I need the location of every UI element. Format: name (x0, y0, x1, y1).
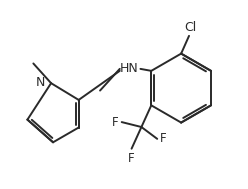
Text: F: F (160, 132, 167, 145)
Text: F: F (128, 152, 135, 165)
Text: Cl: Cl (184, 21, 196, 34)
Text: HN: HN (120, 62, 139, 75)
Text: F: F (112, 116, 119, 129)
Text: N: N (36, 76, 45, 89)
